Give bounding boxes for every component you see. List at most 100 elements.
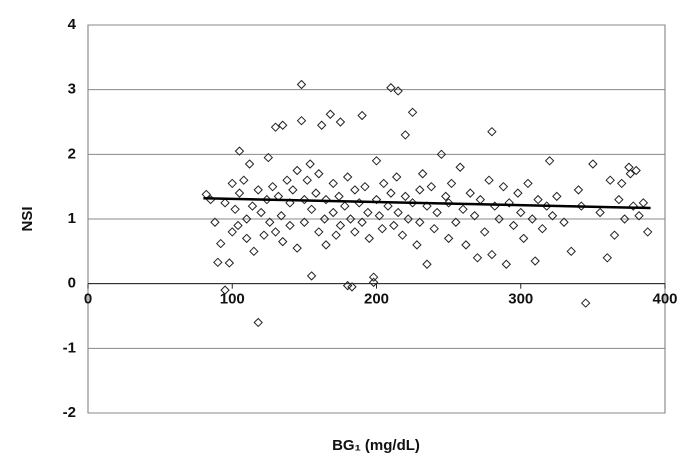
point — [624, 162, 634, 172]
point — [422, 259, 432, 269]
point — [227, 227, 237, 237]
point — [417, 169, 428, 179]
point — [350, 185, 360, 195]
point — [314, 169, 324, 179]
point — [371, 156, 382, 166]
point — [216, 238, 226, 249]
point — [285, 220, 295, 231]
point — [335, 220, 346, 231]
point — [527, 214, 537, 224]
point — [340, 201, 350, 211]
point — [628, 201, 638, 211]
point — [319, 214, 330, 224]
point — [559, 217, 569, 227]
point — [446, 178, 457, 189]
point — [441, 191, 451, 202]
point — [609, 230, 620, 240]
point — [518, 233, 529, 244]
point — [306, 271, 317, 281]
point — [263, 152, 274, 163]
point — [386, 83, 396, 93]
point — [451, 217, 461, 227]
point — [363, 207, 373, 218]
point — [305, 159, 315, 169]
point — [331, 230, 341, 240]
point — [634, 211, 644, 221]
point — [379, 178, 389, 189]
point — [393, 86, 403, 96]
point — [296, 79, 307, 90]
point — [487, 249, 497, 260]
point — [576, 201, 587, 211]
x-tick-label: 100 — [220, 291, 245, 308]
y-tick-label: 0 — [68, 275, 76, 292]
point — [516, 207, 526, 218]
point — [508, 220, 519, 231]
point — [642, 227, 653, 237]
point — [407, 198, 418, 208]
point — [625, 169, 636, 179]
point — [334, 191, 344, 202]
y-tick-label: 1 — [68, 210, 76, 227]
point — [282, 175, 292, 185]
point — [267, 181, 278, 192]
point — [614, 194, 624, 205]
point — [278, 236, 288, 247]
point — [533, 194, 543, 205]
point — [321, 240, 331, 250]
point — [412, 240, 422, 250]
x-tick-label: 0 — [84, 291, 92, 308]
point — [573, 185, 584, 195]
point — [234, 146, 245, 156]
point — [292, 165, 302, 176]
point — [328, 178, 338, 189]
point — [321, 194, 331, 205]
point — [270, 122, 281, 132]
point — [306, 204, 317, 215]
point — [244, 159, 255, 169]
point — [345, 214, 356, 224]
point — [360, 181, 370, 192]
point — [227, 178, 237, 189]
point — [461, 240, 471, 250]
point — [547, 211, 558, 221]
point — [487, 126, 497, 137]
point — [311, 188, 321, 198]
point — [342, 280, 353, 291]
point — [415, 185, 425, 195]
point — [230, 204, 240, 215]
point — [397, 230, 408, 240]
point — [210, 217, 220, 227]
point — [296, 115, 307, 126]
point — [342, 172, 353, 182]
point — [292, 243, 302, 253]
point — [278, 120, 288, 130]
x-tick-label: 300 — [508, 291, 533, 308]
y-tick-label: -1 — [63, 339, 76, 356]
point — [465, 188, 475, 198]
x-tick-label: 400 — [652, 291, 677, 308]
point — [638, 198, 649, 208]
point — [276, 211, 287, 221]
y-tick-label: 3 — [68, 81, 76, 98]
point — [299, 194, 310, 205]
point — [523, 178, 533, 189]
point — [391, 172, 402, 182]
point — [374, 211, 385, 221]
point — [602, 253, 613, 263]
y-tick-label: 4 — [68, 16, 77, 33]
point — [544, 156, 555, 166]
y-tick-label: 2 — [68, 145, 76, 162]
point — [530, 256, 540, 266]
point — [429, 223, 439, 234]
point — [357, 110, 367, 121]
point — [415, 217, 425, 227]
point — [328, 207, 338, 218]
point — [371, 194, 382, 205]
point — [241, 233, 252, 244]
point — [458, 204, 468, 215]
point — [247, 201, 258, 211]
point — [347, 282, 357, 292]
point — [224, 258, 235, 268]
